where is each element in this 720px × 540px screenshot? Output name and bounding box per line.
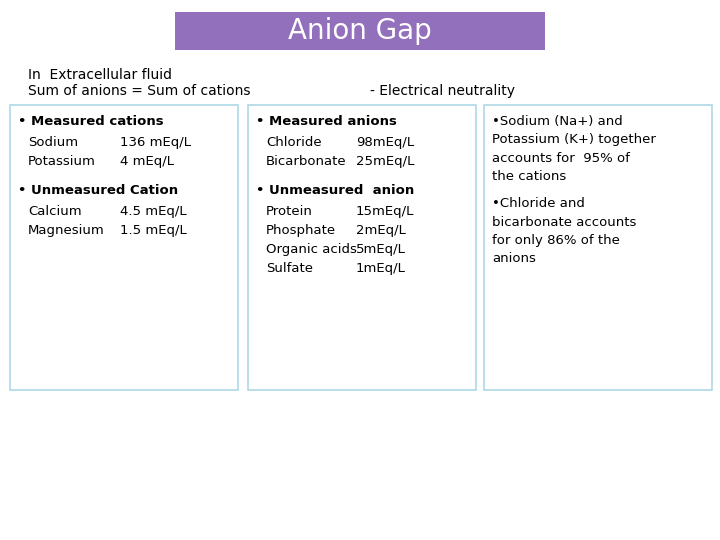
Text: Chloride: Chloride (266, 136, 322, 149)
Text: • Measured cations: • Measured cations (18, 115, 163, 128)
Text: 1mEq/L: 1mEq/L (356, 262, 406, 275)
Text: In  Extracellular fluid: In Extracellular fluid (28, 68, 172, 82)
Text: •Chloride and
bicarbonate accounts
for only 86% of the
anions: •Chloride and bicarbonate accounts for o… (492, 197, 636, 266)
FancyBboxPatch shape (484, 105, 712, 390)
Text: 25mEq/L: 25mEq/L (356, 155, 415, 168)
Text: 2mEq/L: 2mEq/L (356, 224, 406, 237)
Text: Bicarbonate: Bicarbonate (266, 155, 346, 168)
Text: Sodium: Sodium (28, 136, 78, 149)
Text: Magnesium: Magnesium (28, 224, 104, 237)
Text: 4.5 mEq/L: 4.5 mEq/L (120, 205, 186, 218)
FancyBboxPatch shape (175, 12, 545, 50)
Text: •Sodium (Na+) and
Potassium (K+) together
accounts for  95% of
the cations: •Sodium (Na+) and Potassium (K+) togethe… (492, 115, 656, 184)
Text: 15mEq/L: 15mEq/L (356, 205, 415, 218)
Text: Protein: Protein (266, 205, 313, 218)
Text: Sulfate: Sulfate (266, 262, 313, 275)
Text: 136 mEq/L: 136 mEq/L (120, 136, 191, 149)
Text: Anion Gap: Anion Gap (288, 17, 432, 45)
Text: 5mEq/L: 5mEq/L (356, 243, 406, 256)
Text: Organic acids: Organic acids (266, 243, 357, 256)
Text: Potassium: Potassium (28, 155, 96, 168)
Text: 98mEq/L: 98mEq/L (356, 136, 414, 149)
Text: • Unmeasured Cation: • Unmeasured Cation (18, 184, 178, 197)
Text: 1.5 mEq/L: 1.5 mEq/L (120, 224, 186, 237)
FancyBboxPatch shape (10, 105, 238, 390)
Text: Sum of anions = Sum of cations: Sum of anions = Sum of cations (28, 84, 251, 98)
Text: • Measured anions: • Measured anions (256, 115, 397, 128)
FancyBboxPatch shape (248, 105, 476, 390)
Text: - Electrical neutrality: - Electrical neutrality (370, 84, 515, 98)
Text: Calcium: Calcium (28, 205, 81, 218)
Text: • Unmeasured  anion: • Unmeasured anion (256, 184, 414, 197)
Text: Phosphate: Phosphate (266, 224, 336, 237)
Text: 4 mEq/L: 4 mEq/L (120, 155, 174, 168)
